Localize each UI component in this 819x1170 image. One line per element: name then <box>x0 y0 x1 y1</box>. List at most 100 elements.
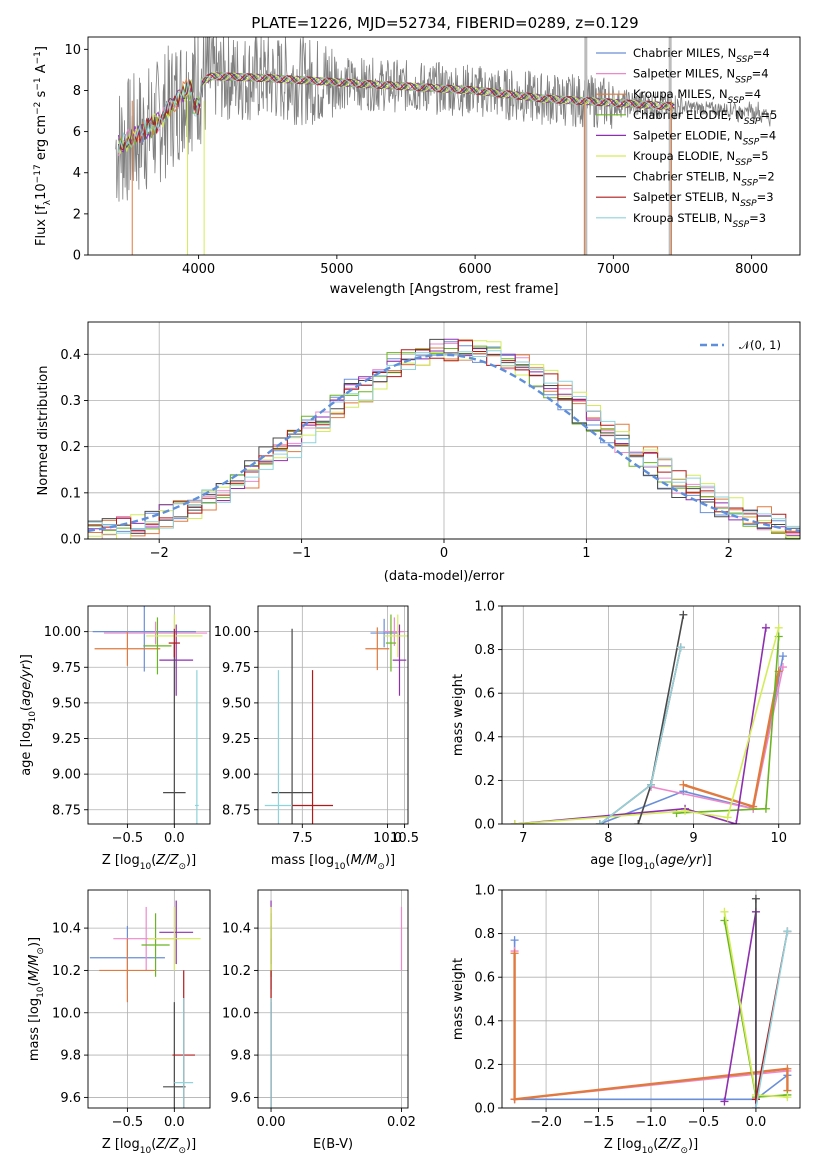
label-part: Chabrier STELIB, N <box>633 170 741 184</box>
label-part: 10 <box>334 862 346 872</box>
label-part: λ <box>43 199 53 205</box>
residual-histogram-step <box>88 340 800 539</box>
y-tick-label: 10 <box>64 43 81 58</box>
plus-marker <box>761 623 770 632</box>
x-tick-label: 0.00 <box>257 1115 286 1130</box>
x-tick-label: −0.5 <box>112 1115 144 1130</box>
label-part: 10 <box>643 862 655 872</box>
label-part: Z [log <box>604 1137 642 1152</box>
label-part: SSP <box>736 55 753 65</box>
x-tick-label: 0.0 <box>746 1115 767 1130</box>
x-tick-label: 0.0 <box>164 831 185 846</box>
x-tick-label: 10.5 <box>390 831 419 846</box>
x-tick-label: 2 <box>725 546 733 561</box>
axes-frame <box>257 605 409 825</box>
label-part: ( <box>151 1137 156 1152</box>
mass-weight-line <box>755 931 789 1108</box>
label-part: ⊙ <box>680 1146 688 1156</box>
plus-marker <box>510 1095 519 1104</box>
axis-label: Flux [fλ10−17 erg cm−2 s−1 A−1] <box>33 46 53 246</box>
axis-label: Kroupa ELODIE, NSSP=5 <box>633 149 769 168</box>
plus-marker <box>778 663 787 672</box>
label-part: −17 <box>33 164 43 183</box>
label-part: A <box>34 64 49 77</box>
label-part: )] <box>27 937 42 947</box>
axis-label: Z [log10(Z/Z⊙)] <box>102 853 196 872</box>
label-part: =5 <box>760 108 777 122</box>
plus-marker <box>751 894 760 903</box>
y-tick-label: 0.6 <box>474 971 495 986</box>
label-part: ( <box>27 981 42 986</box>
y-tick-label: 9.8 <box>60 1049 81 1064</box>
label-part: erg cm <box>34 115 49 164</box>
mass-weight-line <box>514 627 780 824</box>
label-part: =4 <box>744 87 761 101</box>
y-tick-label: 1.0 <box>474 884 495 899</box>
y-tick-label: 0.3 <box>60 394 81 409</box>
label-part: =4 <box>752 67 769 81</box>
label-part: Kroupa ELODIE, N <box>633 149 735 163</box>
panel-mass_weight_Z: −2.0 −1.5 −1.0 −0.5 0.0 0.0 0.2 0.4 0.6 0.8 1.0 Z [… <box>451 884 801 1156</box>
plus-marker <box>634 820 643 824</box>
label-part: age/yr <box>19 663 34 706</box>
label-part: Z [log <box>102 853 140 868</box>
label-part: −1 <box>33 77 43 90</box>
label-part: ⊙ <box>178 862 186 872</box>
plot-area <box>89 900 201 1108</box>
label-part: −1 <box>33 51 43 64</box>
panel-spectrum: 4000 5000 6000 7000 8000 0 2 4 6 8 10 wavelength [A… <box>33 36 801 297</box>
label-part: Z/Z <box>155 853 179 868</box>
label-part: =4 <box>753 46 770 60</box>
y-tick-label: 9.75 <box>222 661 251 676</box>
axis-label: E(B-V) <box>313 1137 353 1152</box>
panel-mass_ebv: 0.00 0.02 9.6 9.8 10.0 10.2 10.4 E(B-V) <box>222 889 416 1152</box>
label-part: =2 <box>758 170 775 184</box>
plus-marker <box>679 610 688 619</box>
label-part: ( <box>655 853 660 868</box>
y-tick-label: 8.75 <box>222 803 251 818</box>
x-tick-label: −0.5 <box>112 831 144 846</box>
plus-marker <box>720 1097 729 1106</box>
x-tick-label: 7 <box>519 831 527 846</box>
axis-label: wavelength [Angstrom, rest frame] <box>330 282 559 297</box>
plus-marker <box>672 809 681 818</box>
y-tick-label: 4 <box>73 166 81 181</box>
label-part: 10 <box>140 1146 152 1156</box>
axes-frame <box>501 889 801 1109</box>
label-part: SSP <box>740 199 757 209</box>
figure-title: PLATE=1226, MJD=52734, FIBERID=0289, z=0… <box>251 14 638 32</box>
label-part: ( <box>653 1137 658 1152</box>
residual-histogram-step <box>88 338 800 534</box>
plot-area <box>115 37 773 255</box>
plus-marker <box>783 1064 792 1073</box>
plus-marker <box>778 652 787 661</box>
plus-marker <box>783 927 792 936</box>
plus-marker <box>681 806 690 815</box>
axis-label: Kroupa MILES, NSSP=4 <box>633 87 761 106</box>
x-tick-label: 7.5 <box>292 831 313 846</box>
y-tick-label: 9.6 <box>60 1091 81 1106</box>
residual-histogram-step <box>88 350 800 534</box>
y-tick-label: 9.00 <box>222 768 251 783</box>
y-tick-label: 8 <box>73 84 81 99</box>
x-tick-label: −1 <box>292 546 311 561</box>
x-tick-label: 9 <box>689 831 697 846</box>
y-tick-label: 0.8 <box>474 643 495 658</box>
model-spectrum-line <box>117 72 675 150</box>
y-tick-label: 9.00 <box>52 768 81 783</box>
axis-label: age [log10(age/yr)] <box>19 654 38 776</box>
y-tick-label: 1.0 <box>474 600 495 615</box>
y-tick-label: 10.2 <box>52 964 81 979</box>
label-part: Flux [f <box>34 205 49 246</box>
axis-label: mass [log10(M/M⊙)] <box>27 937 46 1061</box>
mass-weight-line <box>683 671 780 809</box>
x-tick-label: −2 <box>150 546 169 561</box>
label-part: s <box>34 90 49 101</box>
y-tick-label: 10.00 <box>214 625 251 640</box>
observed-spectrum-line <box>115 37 773 202</box>
label-part: Z/Z <box>155 1137 179 1152</box>
y-tick-label: 9.50 <box>222 696 251 711</box>
